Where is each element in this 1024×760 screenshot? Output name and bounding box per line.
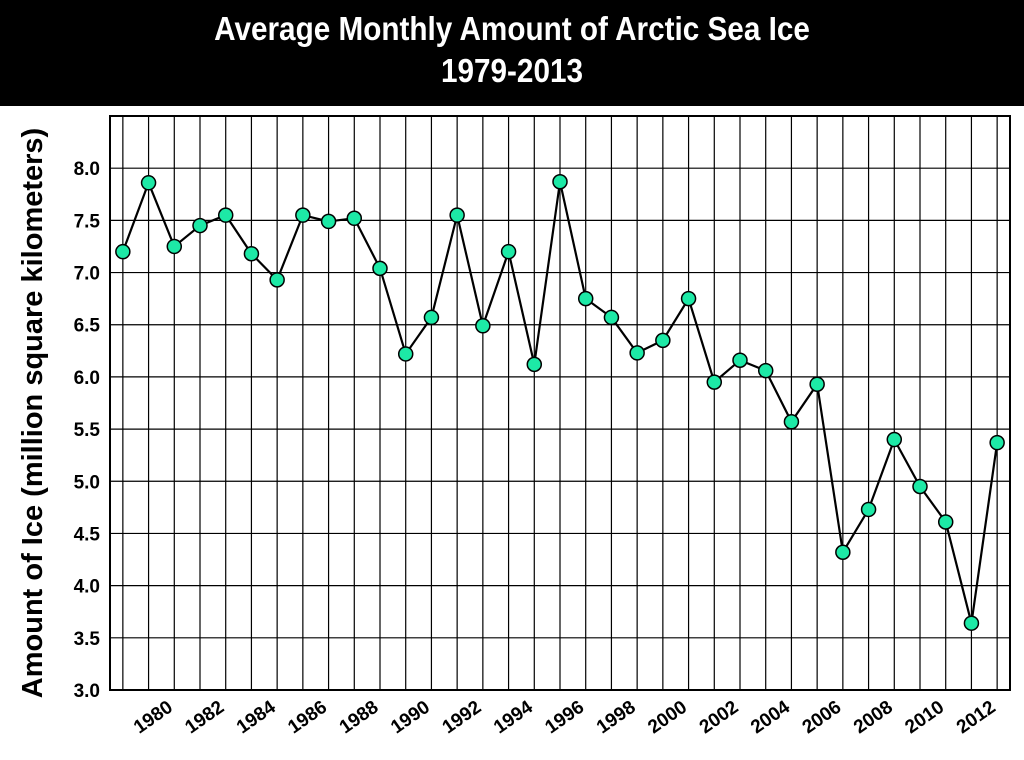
x-tick-label: 1994 [490, 697, 537, 739]
data-point [963, 615, 980, 631]
data-point [783, 414, 800, 430]
x-tick-label: 1982 [182, 697, 229, 738]
data-point [552, 173, 568, 190]
data-point [423, 309, 440, 326]
y-tick-label: 5.5 [74, 420, 101, 441]
x-tick-label: 2002 [696, 697, 743, 738]
data-point [475, 318, 491, 334]
data-point [192, 217, 208, 234]
plot-frame [109, 115, 1011, 691]
data-point [346, 210, 363, 227]
y-tick-label: 7.5 [74, 211, 101, 232]
data-point [732, 352, 748, 368]
x-tick-label: 1996 [542, 697, 589, 738]
x-tick-label: 1992 [439, 697, 486, 738]
data-markers [115, 173, 1005, 631]
data-point [680, 290, 697, 307]
data-point [217, 207, 234, 223]
x-tick-label: 2004 [747, 697, 794, 739]
data-point [989, 434, 1005, 451]
data-point [140, 175, 157, 191]
data-point [757, 362, 774, 379]
data-point [706, 374, 723, 390]
x-tick-label: 1998 [593, 697, 640, 738]
y-axis-label: Amount of Ice (million square kilometers… [17, 128, 49, 698]
y-tick-label: 3.0 [74, 681, 100, 702]
data-point [629, 345, 645, 361]
data-point [860, 501, 877, 518]
chart-subtitle: 1979-2013 [440, 52, 584, 89]
y-tick-label: 6.5 [74, 316, 101, 337]
data-point [912, 478, 928, 495]
data-point [500, 243, 517, 260]
data-point [269, 272, 285, 288]
x-tick-label: 2010 [902, 697, 949, 738]
data-point [320, 213, 337, 230]
x-tick-label: 2000 [644, 697, 691, 738]
x-tick-label: 1980 [130, 697, 177, 738]
data-point [655, 332, 671, 349]
x-tick-label: 1990 [387, 697, 434, 738]
data-point [449, 207, 465, 223]
y-tick-label: 4.0 [74, 577, 100, 598]
data-point [835, 544, 851, 560]
title-bar: Average Monthly Amount of Arctic Sea Ice… [0, 0, 1024, 106]
x-tick-label: 1984 [233, 697, 280, 739]
data-point [295, 207, 311, 223]
grid [110, 115, 1010, 691]
data-point [115, 243, 131, 260]
y-tick-label: 8.0 [74, 159, 100, 180]
data-point [372, 260, 388, 277]
y-tick-label: 7.0 [74, 264, 100, 285]
data-point [166, 238, 183, 255]
data-point [886, 431, 903, 448]
x-tick-label: 2012 [953, 697, 1000, 738]
y-tick-label: 3.5 [74, 629, 101, 650]
y-axis-ticks: 3.0 3.5 4.0 4.5 5.0 5.5 6.0 6.5 7.0 7.5 8.0 [74, 159, 101, 702]
x-tick-label: 1986 [284, 697, 331, 738]
x-axis-ticks: 1980 1982 1984 1986 1988 1990 1992 1994 1996 1998… [130, 697, 1000, 739]
y-tick-label: 4.5 [74, 524, 101, 545]
data-point [809, 376, 825, 392]
data-point [397, 346, 414, 362]
y-tick-label: 5.0 [74, 472, 100, 493]
y-tick-label: 6.0 [74, 368, 100, 389]
data-point [243, 246, 260, 262]
data-point [577, 290, 594, 307]
x-tick-label: 2006 [799, 697, 846, 738]
data-point [526, 356, 543, 373]
data-point [937, 514, 954, 530]
x-tick-label: 2008 [850, 697, 897, 738]
x-tick-label: 1988 [336, 697, 383, 738]
data-point [603, 309, 620, 326]
chart-title: Average Monthly Amount of Arctic Sea Ice [214, 10, 810, 47]
